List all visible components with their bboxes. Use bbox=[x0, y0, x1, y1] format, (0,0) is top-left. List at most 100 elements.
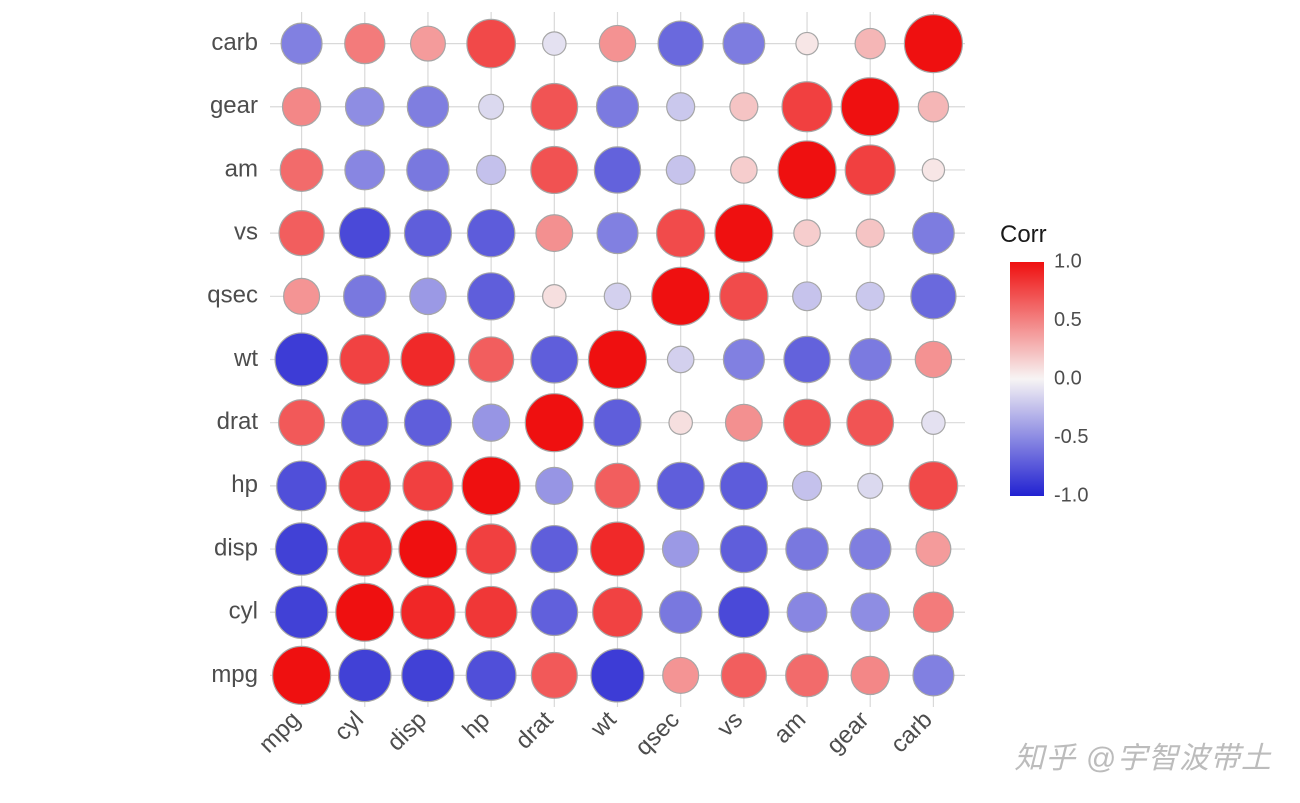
bubble-cyl-am bbox=[345, 150, 385, 190]
bubble-hp-cyl bbox=[465, 586, 517, 638]
bubble-qsec-wt bbox=[667, 346, 693, 372]
bubble-qsec-cyl bbox=[659, 591, 701, 633]
bubble-carb-am bbox=[922, 159, 944, 181]
bubble-cyl-mpg bbox=[339, 649, 391, 701]
bubble-mpg-vs bbox=[279, 211, 324, 256]
bubble-vs-am bbox=[731, 157, 757, 183]
bubble-gear-cyl bbox=[851, 593, 890, 632]
bubble-carb-carb bbox=[904, 15, 962, 73]
bubble-disp-carb bbox=[411, 26, 446, 61]
bubble-wt-carb bbox=[599, 25, 635, 61]
bubble-disp-wt bbox=[401, 333, 455, 387]
y-tick-hp: hp bbox=[231, 471, 258, 498]
bubble-wt-qsec bbox=[604, 283, 630, 309]
bubble-am-carb bbox=[796, 32, 818, 54]
y-tick-qsec: qsec bbox=[207, 282, 258, 309]
y-axis-labels: carbgearamvsqsecwtdrathpdispcylmpg bbox=[207, 29, 258, 688]
bubble-drat-qsec bbox=[543, 285, 566, 308]
x-tick-disp: disp bbox=[382, 706, 432, 756]
bubble-cyl-vs bbox=[339, 208, 390, 259]
bubble-hp-disp bbox=[466, 524, 516, 574]
bubble-hp-vs bbox=[467, 209, 514, 256]
y-tick-disp: disp bbox=[214, 534, 258, 561]
bubble-qsec-drat bbox=[669, 411, 692, 434]
y-tick-mpg: mpg bbox=[211, 661, 258, 688]
bubble-cyl-qsec bbox=[344, 275, 386, 317]
bubble-hp-wt bbox=[469, 337, 514, 382]
x-tick-vs: vs bbox=[712, 706, 748, 742]
bubble-drat-am bbox=[531, 146, 578, 193]
bubble-mpg-am bbox=[280, 149, 323, 192]
bubble-gear-wt bbox=[849, 338, 891, 380]
x-tick-am: am bbox=[769, 706, 812, 749]
bubble-am-am bbox=[778, 141, 836, 199]
x-tick-qsec: qsec bbox=[630, 706, 685, 761]
bubble-hp-mpg bbox=[466, 651, 516, 701]
bubble-carb-disp bbox=[916, 532, 951, 567]
bubble-carb-vs bbox=[913, 212, 955, 254]
bubble-cyl-wt bbox=[340, 335, 390, 385]
bubble-wt-vs bbox=[597, 213, 638, 254]
bubble-qsec-mpg bbox=[663, 657, 699, 693]
bubble-qsec-carb bbox=[658, 21, 703, 66]
bubble-hp-hp bbox=[462, 457, 520, 515]
bubble-wt-am bbox=[594, 147, 640, 193]
bubble-wt-hp bbox=[595, 463, 640, 508]
legend: Corr1.00.50.0-0.5-1.0 bbox=[1000, 221, 1088, 506]
bubble-am-wt bbox=[784, 336, 830, 382]
bubble-mpg-cyl bbox=[275, 586, 327, 638]
bubble-drat-vs bbox=[536, 215, 573, 252]
y-tick-vs: vs bbox=[234, 218, 258, 245]
bubble-gear-am bbox=[845, 145, 895, 195]
bubble-gear-gear bbox=[841, 78, 899, 136]
bubble-mpg-qsec bbox=[284, 278, 320, 314]
bubble-qsec-vs bbox=[657, 209, 705, 257]
y-tick-wt: wt bbox=[233, 345, 258, 372]
bubble-drat-cyl bbox=[531, 589, 578, 636]
bubble-gear-qsec bbox=[856, 282, 884, 310]
x-tick-drat: drat bbox=[510, 706, 559, 755]
bubble-hp-am bbox=[477, 155, 506, 184]
bubble-vs-qsec bbox=[720, 272, 768, 320]
bubble-mpg-gear bbox=[282, 88, 320, 126]
bubble-gear-disp bbox=[850, 528, 891, 569]
bubble-am-drat bbox=[784, 399, 831, 446]
bubble-drat-disp bbox=[531, 526, 578, 573]
bubble-wt-disp bbox=[591, 522, 645, 576]
bubble-gear-drat bbox=[847, 399, 894, 446]
bubble-vs-vs bbox=[715, 204, 773, 262]
bubble-carb-drat bbox=[922, 411, 945, 434]
x-tick-gear: gear bbox=[821, 706, 874, 759]
x-tick-wt: wt bbox=[585, 706, 622, 743]
bubble-vs-drat bbox=[726, 404, 763, 441]
bubble-gear-carb bbox=[855, 28, 885, 58]
bubble-cyl-cyl bbox=[336, 583, 394, 641]
bubble-disp-hp bbox=[403, 461, 453, 511]
bubble-vs-mpg bbox=[721, 653, 766, 698]
bubble-carb-qsec bbox=[911, 274, 956, 319]
bubbles bbox=[273, 15, 963, 705]
bubble-qsec-gear bbox=[667, 93, 695, 121]
bubble-carb-hp bbox=[909, 462, 958, 511]
x-tick-mpg: mpg bbox=[254, 706, 306, 758]
bubble-disp-gear bbox=[407, 86, 448, 127]
bubble-wt-gear bbox=[596, 86, 638, 128]
legend-tick--1: -1.0 bbox=[1054, 484, 1088, 506]
x-tick-hp: hp bbox=[457, 706, 495, 744]
bubble-mpg-drat bbox=[279, 400, 325, 446]
bubble-cyl-gear bbox=[345, 87, 384, 126]
legend-colorbar bbox=[1010, 262, 1044, 496]
bubble-am-mpg bbox=[786, 654, 829, 697]
bubble-carb-cyl bbox=[913, 592, 953, 632]
bubble-cyl-hp bbox=[339, 460, 391, 512]
legend-tick-0: 0.0 bbox=[1054, 367, 1082, 389]
bubble-qsec-disp bbox=[663, 531, 699, 567]
bubble-hp-gear bbox=[479, 94, 504, 119]
x-axis-labels: mpgcyldisphpdratwtqsecvsamgearcarb bbox=[254, 706, 938, 761]
bubble-drat-mpg bbox=[531, 652, 577, 698]
bubble-am-vs bbox=[794, 220, 820, 246]
bubble-vs-disp bbox=[720, 526, 767, 573]
bubble-am-gear bbox=[782, 82, 832, 132]
bubble-vs-hp bbox=[720, 462, 767, 509]
bubble-disp-drat bbox=[404, 399, 451, 446]
